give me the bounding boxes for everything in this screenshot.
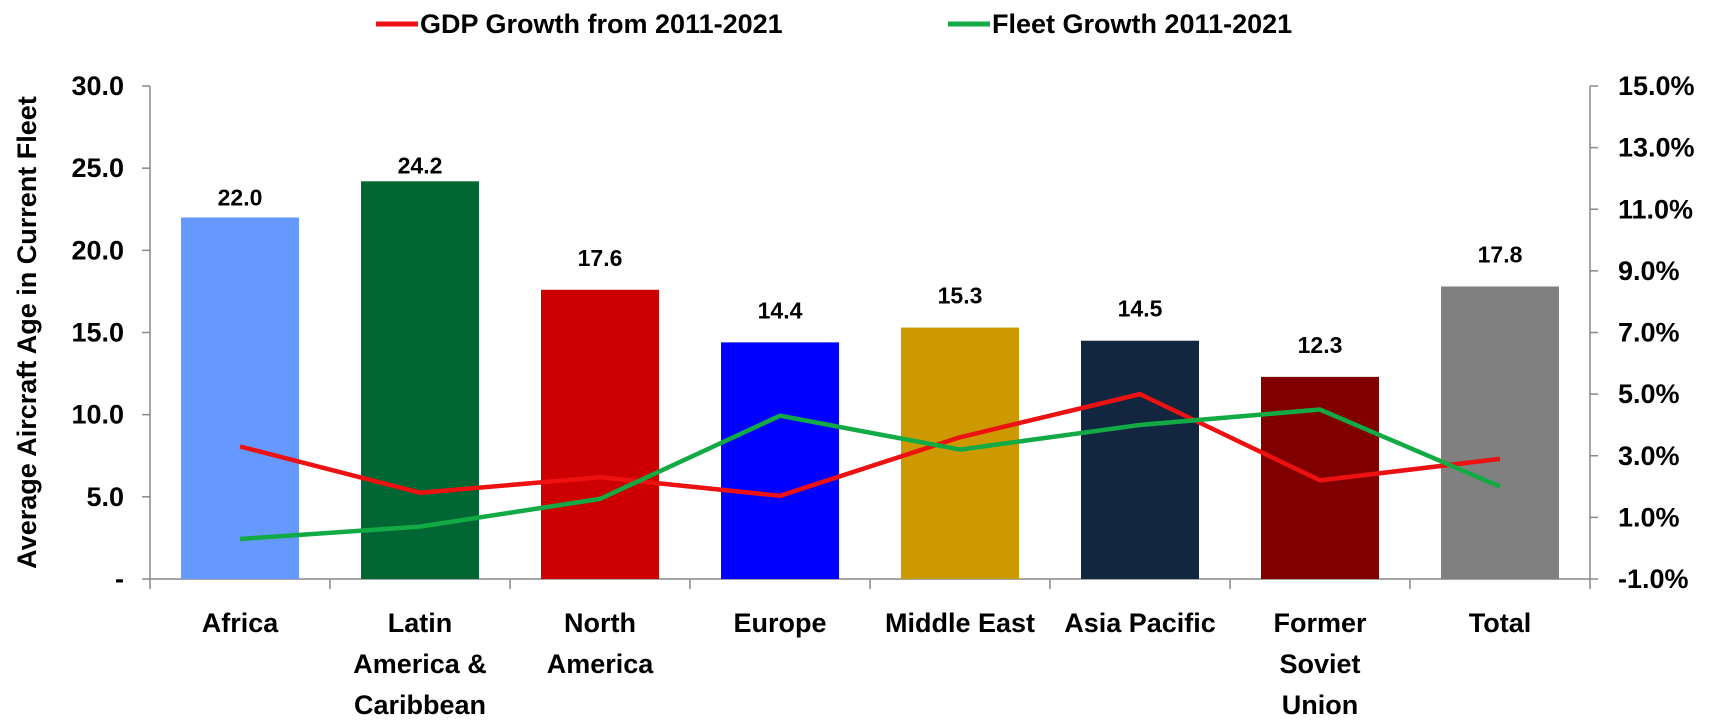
category-label-line: Caribbean — [354, 690, 486, 720]
axes: - 5.0 10.0 15.0 20.0 25.0 30.0 -1.0% 1.0% 3.0% 5.0… — [71, 71, 1694, 594]
category-label-line: Former — [1273, 608, 1367, 638]
bar — [181, 217, 299, 579]
category-label-line: America — [547, 649, 655, 679]
bar-value-label: 24.2 — [398, 152, 443, 178]
category-label: Former Soviet Union — [1273, 608, 1367, 720]
category-label: Asia Pacific — [1064, 608, 1216, 638]
category-label: Europe — [733, 608, 826, 638]
category-label-line: North — [564, 608, 636, 638]
bar-value-label: 17.6 — [578, 245, 623, 271]
bar-value-label: 15.3 — [938, 283, 983, 309]
category-label: North America — [547, 608, 655, 679]
right-axis-tick-label: 9.0% — [1618, 256, 1680, 286]
line-series-path — [239, 391, 1501, 499]
category-label-line: Asia Pacific — [1064, 608, 1216, 638]
left-axis-tick-label: 15.0 — [71, 318, 124, 348]
left-axis-tick-label: - — [115, 564, 124, 594]
category-label-line: America & — [353, 649, 487, 679]
bar-value-label: 12.3 — [1298, 332, 1343, 358]
category-label: Middle East — [885, 608, 1035, 638]
left-axis-tick-label: 30.0 — [71, 71, 124, 101]
bar — [361, 181, 479, 579]
category-label-line: Africa — [202, 608, 280, 638]
category-label: Latin America & Caribbean — [353, 608, 487, 720]
right-axis-tick-label: 7.0% — [1618, 318, 1680, 348]
bar-series — [181, 181, 1559, 579]
bar-value-label: 22.0 — [218, 184, 263, 210]
bar-value-label: 17.8 — [1478, 241, 1523, 267]
right-axis-tick-label: 11.0% — [1618, 194, 1693, 224]
category-label: Total — [1469, 608, 1532, 638]
bar — [1081, 340, 1199, 579]
bar-data-labels: 22.0 24.2 17.6 14.4 15.3 14.5 12.3 17.8 — [218, 152, 1523, 358]
y-axis-title: Average Aircraft Age in Current Fleet — [12, 96, 42, 569]
bar — [721, 342, 839, 579]
category-label-line: Total — [1469, 608, 1532, 638]
category-labels: Africa Latin America & Caribbean North Americ… — [202, 608, 1532, 720]
right-axis-tick-label: 5.0% — [1618, 379, 1680, 409]
bar-value-label: 14.5 — [1118, 296, 1163, 322]
left-axis-tick-label: 20.0 — [71, 235, 124, 265]
right-axis-tick-label: -1.0% — [1618, 564, 1689, 594]
bar — [541, 289, 659, 579]
category-label-line: Middle East — [885, 608, 1035, 638]
legend-label: GDP Growth from 2011-2021 — [420, 9, 783, 39]
category-label-line: Latin — [388, 608, 453, 638]
category-label-line: Union — [1282, 690, 1358, 720]
right-axis-tick-label: 15.0% — [1618, 71, 1695, 101]
right-axis-tick-label: 13.0% — [1618, 133, 1695, 163]
legend-label: Fleet Growth 2011-2021 — [992, 9, 1292, 39]
bar — [1441, 286, 1559, 579]
y-axis-title-group: Average Aircraft Age in Current Fleet — [12, 96, 42, 569]
left-axis-tick-label: 10.0 — [71, 400, 124, 430]
category-label-line: Europe — [733, 608, 826, 638]
line-series — [239, 391, 1501, 542]
bar-value-label: 14.4 — [758, 297, 803, 323]
left-axis-tick-label: 25.0 — [71, 153, 124, 183]
legend: GDP Growth from 2011-2021 Fleet Growth 20… — [376, 9, 1292, 39]
left-axis-tick-label: 5.0 — [86, 482, 124, 512]
category-label: Africa — [202, 608, 280, 638]
right-axis-tick-label: 3.0% — [1618, 441, 1680, 471]
line-series-path — [239, 407, 1501, 542]
right-axis-tick-label: 1.0% — [1618, 502, 1680, 532]
category-label-line: Soviet — [1279, 649, 1360, 679]
bar — [901, 327, 1019, 579]
